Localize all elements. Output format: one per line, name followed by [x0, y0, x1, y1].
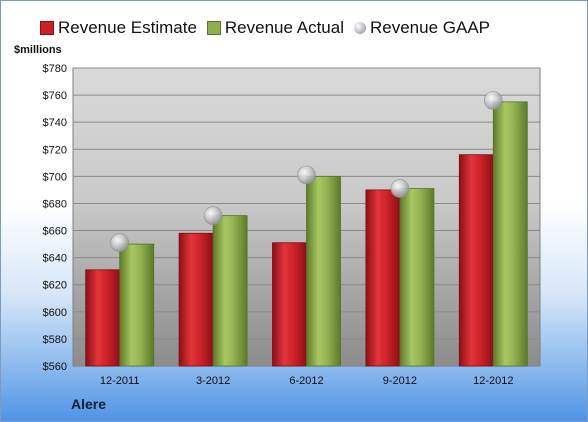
gaap-markers — [110, 91, 503, 253]
x-tick-label: 12-2012 — [473, 375, 513, 387]
y-tick-label: $760 — [43, 90, 67, 102]
y-tick-label: $620 — [43, 280, 67, 292]
bar-revenue-actual — [306, 175, 341, 367]
legend-swatch-estimate — [40, 21, 54, 35]
bar-revenue-estimate — [272, 242, 307, 367]
x-tick-label: 6-2012 — [289, 375, 323, 387]
marker-revenue-gaap — [297, 165, 316, 185]
company-name: Alere — [71, 396, 107, 412]
y-tick-label: $600 — [43, 307, 67, 319]
y-tick-label: $740 — [43, 117, 67, 129]
bar-revenue-actual — [399, 188, 435, 367]
x-tick-label: 12-2011 — [100, 375, 140, 387]
legend-label-estimate: Revenue Estimate — [58, 18, 197, 37]
legend-swatch-gaap — [354, 22, 366, 34]
bar-revenue-actual — [212, 215, 248, 367]
marker-revenue-gaap — [390, 179, 410, 198]
bar-revenue-estimate — [178, 232, 214, 367]
y-tick-labels: $560 $580 $600 $620 $640 $660 $680 $700 $720 $740… — [43, 63, 67, 373]
y-axis-unit-label: $millions — [14, 44, 62, 56]
y-tick-label: $660 — [43, 226, 67, 238]
marker-revenue-gaap — [110, 233, 129, 253]
legend-item-actual: Revenue Actual — [206, 18, 344, 38]
y-tick-label: $720 — [43, 144, 67, 156]
legend-item-gaap: Revenue GAAP — [354, 18, 490, 38]
marker-revenue-gaap — [483, 91, 503, 110]
legend-item-estimate: Revenue Estimate — [40, 18, 197, 38]
y-tick-label: $640 — [43, 253, 67, 265]
y-tick-label: $780 — [43, 63, 67, 75]
legend-swatch-actual — [206, 21, 221, 35]
x-tick-label: 9-2012 — [383, 375, 417, 387]
y-tick-label: $560 — [43, 361, 67, 373]
bar-revenue-estimate — [85, 269, 121, 367]
x-tick-label: 3-2012 — [196, 375, 230, 387]
bar-revenue-estimate — [365, 189, 401, 367]
bars — [85, 101, 528, 367]
y-tick-label: $700 — [43, 171, 67, 183]
legend-label-gaap: Revenue GAAP — [370, 18, 491, 37]
legend: Revenue Estimate Revenue Actual Revenue … — [40, 16, 500, 40]
bar-revenue-estimate — [458, 154, 494, 367]
bar-revenue-actual — [119, 243, 155, 367]
y-tick-label: $680 — [43, 198, 67, 210]
bar-revenue-actual — [492, 101, 528, 367]
marker-revenue-gaap — [203, 206, 223, 225]
y-tick-label: $580 — [43, 334, 67, 346]
legend-label-actual: Revenue Actual — [224, 18, 344, 37]
x-tick-labels: 12-2011 3-2012 6-2012 9-2012 12-2012 — [100, 375, 514, 387]
